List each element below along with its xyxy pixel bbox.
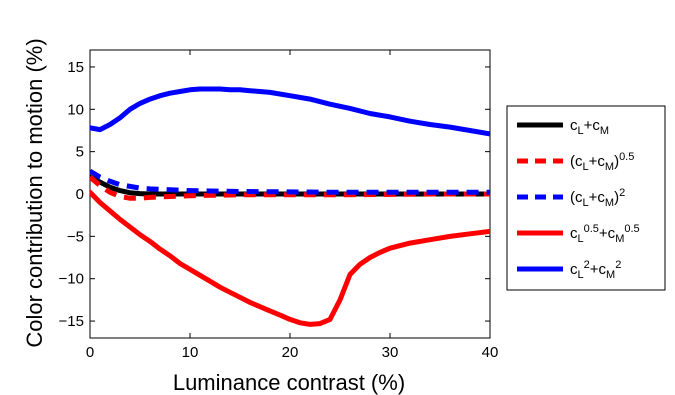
legend-entry: cL+cM (570, 117, 609, 137)
y-tick-label: 0 (76, 186, 84, 203)
x-axis-label: Luminance contrast (%) (173, 370, 405, 395)
x-tick-label: 10 (182, 344, 199, 361)
legend-box (506, 105, 666, 291)
y-axis-label: Color contribution to motion (%) (22, 38, 47, 347)
y-tick-label: 5 (76, 144, 84, 161)
y-tick-label: −5 (67, 228, 84, 245)
plot-area (90, 86, 490, 327)
y-tick-label: 15 (67, 59, 84, 76)
x-tick-label: 0 (86, 344, 94, 361)
y-tick-label: 10 (67, 101, 84, 118)
series-line-3 (90, 168, 490, 195)
legend-entry: (cL+cM)0.5 (570, 151, 634, 173)
axes: 0 10 20 30 40 15 10 5 0 −5 −10 −15 (59, 49, 499, 361)
legend: cL+cM (cL+cM)0.5 (cL+cM)2 cL0.5+cM0.5 cL2+cM… (506, 105, 666, 291)
x-tick-label: 20 (282, 344, 299, 361)
series-line-5 (90, 86, 490, 137)
y-tick-label: −10 (59, 271, 84, 288)
legend-entry: (cL+cM)2 (570, 187, 625, 209)
y-tick-label: −15 (59, 313, 84, 330)
x-tick-label: 30 (382, 344, 399, 361)
x-tick-label: 40 (482, 344, 499, 361)
legend-entry: cL2+cM2 (570, 259, 621, 281)
series-line-2 (90, 175, 490, 201)
legend-entry: cL0.5+cM0.5 (570, 223, 640, 245)
series-line-4 (90, 189, 490, 327)
